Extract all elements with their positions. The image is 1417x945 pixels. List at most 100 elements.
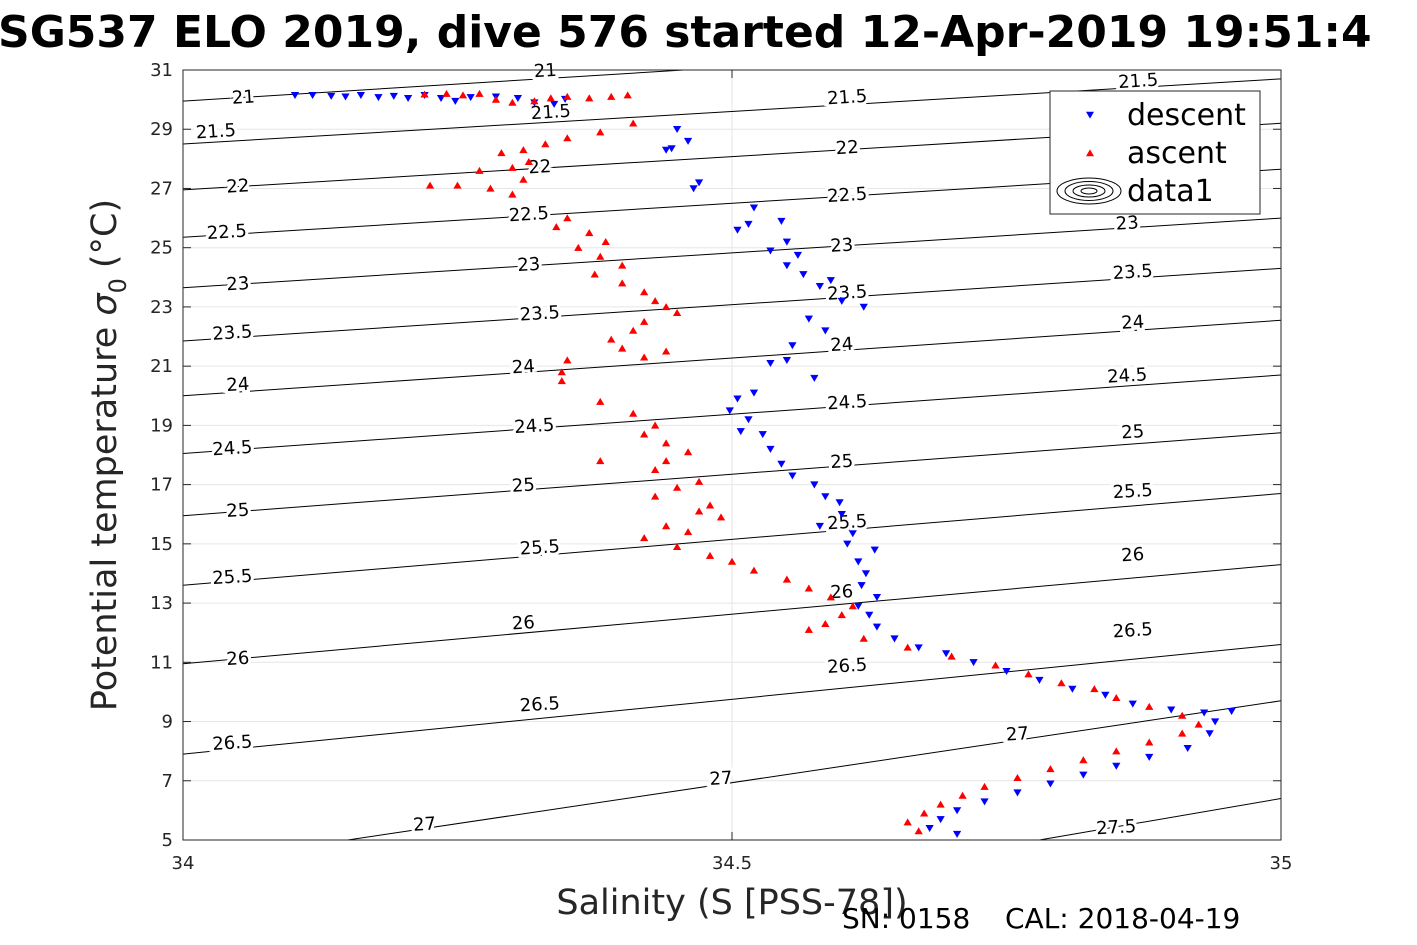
descent-point (744, 220, 753, 228)
descent-point (290, 91, 300, 100)
ascent-point (947, 652, 956, 660)
contour-label: 27 (412, 813, 436, 835)
contour-line-24 (183, 319, 1281, 397)
contour-label: 22 (226, 175, 250, 197)
descent-point (308, 91, 317, 100)
descent-point (843, 540, 852, 548)
contour-line-25 (183, 432, 1281, 517)
ascent-point (475, 89, 484, 97)
x-axis-label: Salinity (S [PSS-78]) (556, 883, 907, 923)
descent-point (777, 217, 786, 225)
ascent-point (651, 297, 660, 305)
legend-marker-descent (1086, 111, 1094, 119)
descent-point (766, 247, 775, 255)
descent-point (980, 798, 989, 806)
ascent-point (821, 619, 830, 627)
descent-point (1079, 771, 1088, 779)
contour-label: 26 (830, 581, 854, 603)
y-tick-label: 5 (162, 830, 173, 851)
ascent-point (601, 237, 610, 245)
ascent-point (629, 119, 638, 127)
y-tick-label: 7 (162, 771, 173, 792)
ascent-point (640, 288, 649, 296)
ascent-point (519, 175, 528, 183)
y-tick-label: 13 (150, 593, 173, 614)
contour-label: 24.5 (1107, 364, 1148, 388)
ascent-point (557, 368, 566, 376)
contour-label: 23 (517, 254, 541, 276)
ascent-point (980, 782, 989, 790)
contour-label: 24 (1121, 311, 1145, 333)
y-tick-label: 11 (150, 652, 173, 673)
descent-point (782, 238, 792, 246)
contour-label: 23 (1115, 212, 1139, 234)
ascent-point (683, 448, 693, 456)
descent-point (857, 582, 866, 590)
legend-marker-data1 (1056, 177, 1122, 205)
descent-point (1101, 691, 1110, 699)
ascent-point (1046, 765, 1055, 773)
y-axis-label: Potential temperature σ0 (°C) (85, 199, 132, 711)
contour-label: 24 (830, 334, 854, 356)
x-tick-label: 35 (1270, 853, 1293, 874)
ascent-point (903, 818, 912, 826)
descent-point (861, 570, 871, 578)
descent-point (356, 91, 366, 100)
contour-line-25-5 (183, 493, 1281, 586)
contour-label: 23 (226, 273, 250, 295)
ascent-point (623, 91, 632, 99)
descent-point (327, 92, 336, 100)
ascent-point (661, 347, 671, 355)
ascent-point (837, 611, 846, 619)
y-tick-label: 9 (162, 712, 173, 733)
ascent-point (420, 90, 429, 98)
ascent-point (585, 94, 594, 102)
ascent-point (1112, 694, 1121, 702)
contour-label: 26 (1121, 544, 1145, 566)
ascent-point (640, 317, 649, 325)
ascent-point (442, 89, 451, 97)
descent-point (870, 546, 879, 554)
descent-point (799, 271, 808, 279)
contour-label: 27 (1005, 723, 1029, 745)
descent-point (890, 635, 899, 643)
ascent-point (508, 98, 517, 106)
y-tick-label: 15 (150, 534, 173, 555)
descent-point (793, 251, 803, 259)
ascent-point (519, 146, 528, 154)
ascent-point (563, 214, 572, 222)
descent-point (744, 416, 753, 424)
ascent-point (453, 181, 462, 189)
ascent-point (458, 91, 468, 99)
ascent-point (1178, 729, 1187, 737)
contour-label: 27.5 (1096, 816, 1137, 840)
series-ascent (420, 89, 1203, 835)
descent-point (672, 126, 682, 134)
contour-label: 21.5 (1118, 70, 1159, 94)
descent-point (821, 493, 830, 501)
contour-label: 26.5 (827, 654, 868, 678)
contour-label: 22 (835, 137, 859, 159)
descent-point (1145, 753, 1154, 761)
descent-point (872, 593, 882, 601)
ascent-point (1090, 685, 1099, 693)
descent-point (1002, 668, 1011, 676)
descent-point (835, 499, 844, 507)
descent-point (826, 277, 835, 285)
descent-point (810, 481, 819, 489)
contour-line-26-5 (183, 644, 1281, 755)
ascent-point (629, 409, 638, 417)
ascent-point (1024, 670, 1033, 678)
descent-point (788, 342, 797, 350)
contour-label: 22.5 (827, 184, 868, 208)
ascent-point (716, 513, 726, 521)
contour-label: 21 (533, 60, 557, 82)
contour-label: 22.5 (206, 221, 247, 245)
contour-label: 25 (226, 500, 250, 522)
x-tick-label: 34.5 (712, 853, 752, 874)
ascent-point (661, 303, 671, 311)
descent-point (766, 360, 775, 368)
ascent-point (546, 94, 555, 102)
footer-serial: SN: 0158 (842, 902, 970, 935)
